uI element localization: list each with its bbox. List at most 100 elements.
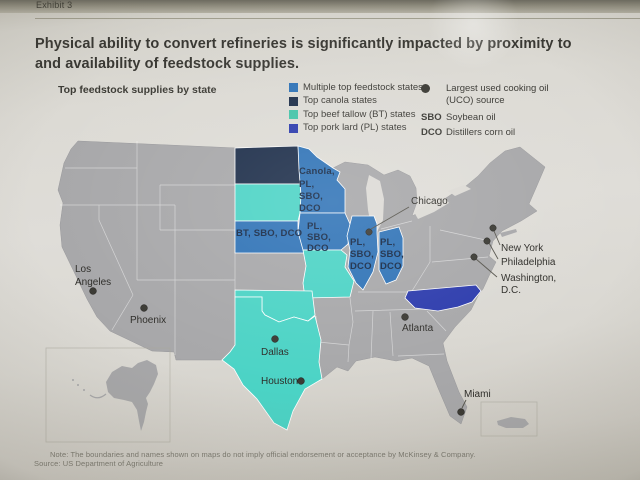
dco-label: Distillers corn oil xyxy=(446,127,516,138)
illinois-label-line: DCO xyxy=(350,261,372,272)
iowa-label-line: PL, xyxy=(307,221,322,232)
alaska-inset-box xyxy=(45,347,171,443)
legend-label: Top canola states xyxy=(303,95,377,107)
header-divider xyxy=(35,18,640,19)
state-south-dakota xyxy=(234,183,303,222)
puerto-rico xyxy=(497,417,529,428)
legend-item-dco: DCO Distillers corn oil xyxy=(421,127,631,138)
atlanta-label: Atlanta xyxy=(402,323,434,334)
puerto-rico-inset-box xyxy=(480,401,538,437)
dallas-dot xyxy=(271,335,279,343)
los-angeles-label-line: Los xyxy=(75,264,91,275)
legend-item-multiple: Multiple top feedstock states xyxy=(289,83,634,92)
atlanta-dot xyxy=(401,313,409,321)
legend-abbr-column: Largest used cooking oil (UCO) source SB… xyxy=(421,83,631,138)
miami-callout-line xyxy=(461,399,467,409)
houston-dot xyxy=(297,377,305,385)
state-oklahoma xyxy=(234,289,316,323)
legend: Multiple top feedstock states Top canola… xyxy=(289,83,634,138)
dco-abbr: DCO xyxy=(421,127,443,138)
top-strip xyxy=(0,0,640,13)
chicago-dot xyxy=(365,228,373,236)
us-mainland xyxy=(57,140,546,431)
map-heading: Top feedstock supplies by state xyxy=(58,84,217,96)
washington-dc-label-line: Washington, xyxy=(501,273,556,284)
long-island xyxy=(500,229,517,237)
lake-erie xyxy=(414,197,449,219)
legend-swatch-beef-tallow xyxy=(289,110,298,119)
washington-dc-callout-line xyxy=(475,258,498,278)
slide-title: Physical ability to convert refineries i… xyxy=(35,34,620,74)
miami-dot xyxy=(457,408,465,416)
exhibit-label: Exhibit 3 xyxy=(36,0,73,10)
new-york-label: New York xyxy=(501,243,544,254)
illinois-label-line: PL, xyxy=(350,237,365,248)
state-iowa xyxy=(297,212,351,251)
aleutian-island-dot xyxy=(77,384,79,386)
washington-dc-dot xyxy=(470,253,478,261)
state-north-dakota xyxy=(234,145,301,185)
footer-source: Source: US Department of Agriculture xyxy=(34,459,164,468)
iowa-label-line: DCO xyxy=(307,243,329,254)
uco-label: Largest used cooking oil (UCO) source xyxy=(446,83,548,106)
iowa-label-line: SBO, xyxy=(307,232,331,243)
phoenix-label: Phoenix xyxy=(130,315,166,326)
legend-swatch-canola xyxy=(289,96,298,106)
philadelphia-callout-line xyxy=(488,242,499,260)
state-indiana xyxy=(378,226,404,285)
nebraska-label: BT, SBO, DCO xyxy=(236,228,302,239)
sbo-label: Soybean oil xyxy=(446,112,496,123)
minnesota-label-line: SBO, xyxy=(299,191,323,202)
legend-swatch-column: Multiple top feedstock states Top canola… xyxy=(289,83,634,133)
title-line-1: Physical ability to convert refineries i… xyxy=(35,36,572,52)
phoenix-dot xyxy=(140,304,148,312)
indiana-label-line: PL, xyxy=(380,237,395,248)
new-york-callout-line xyxy=(493,230,501,246)
aleutian-islands xyxy=(89,393,107,399)
uco-label-line-1: Largest used cooking oil xyxy=(446,83,549,94)
state-borders xyxy=(60,141,491,363)
state-north-carolina xyxy=(404,284,482,312)
footer-note: Note: The boundaries and names shown on … xyxy=(50,450,476,459)
washington-dc-label-line: D.C. xyxy=(501,285,521,296)
legend-item-sbo: SBO Soybean oil xyxy=(421,112,631,123)
indiana-label-line: SBO, xyxy=(380,249,404,260)
lake-ontario xyxy=(448,185,471,196)
legend-swatch-pork-lard xyxy=(289,123,298,133)
los-angeles-label-line: Angeles xyxy=(75,277,111,288)
uco-label-line-2: (UCO) source xyxy=(446,94,505,106)
new-york-dot xyxy=(489,224,497,232)
minnesota-label-line: Canola, xyxy=(299,166,335,177)
uco-dot-icon xyxy=(421,84,430,93)
chicago-callout-line xyxy=(370,206,410,230)
state-illinois xyxy=(346,215,379,291)
legend-item-canola: Top canola states xyxy=(289,95,634,107)
chicago-label: Chicago xyxy=(411,196,448,207)
los-angeles-dot xyxy=(89,287,97,295)
legend-item-pork-lard: Top pork lard (PL) states xyxy=(289,122,634,134)
state-missouri xyxy=(302,249,355,299)
title-line-2: and availability of feedstock supplies. xyxy=(35,56,300,72)
lake-michigan xyxy=(366,175,384,232)
legend-label: Top pork lard (PL) states xyxy=(303,122,407,134)
aleutian-island-dot xyxy=(83,389,85,391)
philadelphia-dot xyxy=(483,237,491,245)
state-nebraska xyxy=(234,220,305,254)
minnesota-label-line: PL, xyxy=(299,179,314,190)
legend-item-uco: Largest used cooking oil (UCO) source xyxy=(421,83,631,106)
sbo-abbr: SBO xyxy=(421,112,442,123)
legend-label: Top beef tallow (BT) states xyxy=(303,108,416,120)
legend-label: Multiple top feedstock states xyxy=(303,81,423,93)
dallas-label: Dallas xyxy=(261,347,289,358)
state-minnesota xyxy=(297,145,346,214)
philadelphia-label: Philadelphia xyxy=(501,257,556,268)
indiana-label-line: DCO xyxy=(380,261,402,272)
alaska xyxy=(106,360,158,431)
houston-label: Houston xyxy=(261,376,298,387)
miami-label: Miami xyxy=(464,389,491,400)
legend-item-beef-tallow: Top beef tallow (BT) states xyxy=(289,110,634,119)
state-texas xyxy=(221,296,323,431)
illinois-label-line: SBO, xyxy=(350,249,374,260)
aleutian-island-dot xyxy=(72,379,74,381)
